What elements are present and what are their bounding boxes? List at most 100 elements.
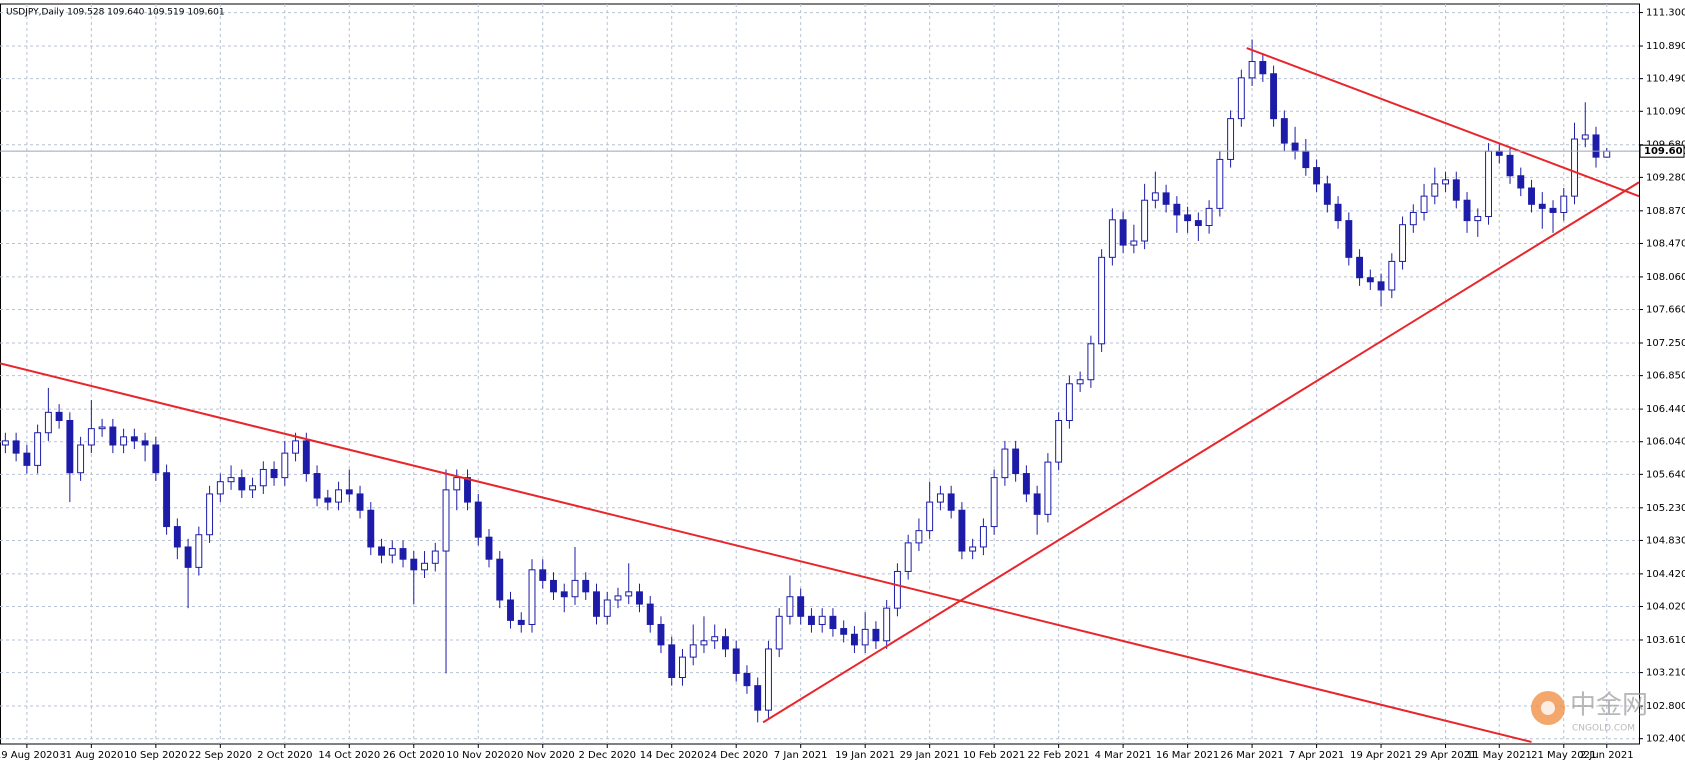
candle-body bbox=[1248, 61, 1256, 79]
candle-body bbox=[947, 493, 955, 511]
candle-body bbox=[883, 607, 891, 642]
candle-body bbox=[98, 426, 106, 430]
candle-body bbox=[206, 493, 214, 536]
candle-body bbox=[474, 501, 482, 538]
candle-body bbox=[453, 477, 461, 491]
y-tick-label: 105.230 bbox=[1646, 503, 1685, 514]
x-tick-label: 10 Sep 2020 bbox=[124, 750, 187, 761]
candle-body bbox=[87, 428, 95, 446]
candle-body bbox=[1323, 183, 1331, 205]
candle-body bbox=[1012, 448, 1020, 475]
candle-body bbox=[388, 548, 396, 556]
candle-body bbox=[173, 526, 181, 548]
candle-body bbox=[904, 542, 912, 572]
candle-body bbox=[754, 685, 762, 711]
candle-body bbox=[421, 562, 428, 571]
candle-body bbox=[1270, 73, 1278, 120]
candle-body bbox=[1592, 134, 1600, 158]
candle-body bbox=[990, 477, 998, 528]
candle-body bbox=[1055, 420, 1063, 463]
candle-body bbox=[1334, 203, 1342, 222]
candle-body bbox=[861, 628, 869, 646]
x-tick-label: 14 Oct 2020 bbox=[318, 750, 380, 761]
candle-body bbox=[668, 644, 676, 679]
x-tick-label: 7 Apr 2021 bbox=[1289, 750, 1344, 761]
candle-body bbox=[356, 493, 364, 511]
candle-body bbox=[302, 440, 310, 475]
candle-body bbox=[66, 420, 74, 474]
candle-body bbox=[560, 591, 568, 598]
candle-body bbox=[1291, 142, 1299, 152]
y-tick-label: 108.870 bbox=[1646, 206, 1685, 217]
y-tick-label: 106.040 bbox=[1646, 437, 1685, 448]
candle-body bbox=[77, 444, 85, 474]
candle-body bbox=[410, 558, 418, 571]
x-tick-label: 21 May 2021 bbox=[1531, 750, 1596, 761]
candle-body bbox=[764, 648, 772, 711]
candle-body bbox=[1076, 379, 1084, 385]
y-tick-label: 105.640 bbox=[1646, 469, 1685, 480]
x-tick-label: 26 Mar 2021 bbox=[1220, 750, 1283, 761]
candle-body bbox=[1194, 220, 1202, 227]
candle-body bbox=[829, 615, 837, 630]
candle-body bbox=[1409, 211, 1417, 226]
candle-body bbox=[603, 599, 611, 617]
candle-body bbox=[1581, 134, 1589, 140]
x-tick-label: 29 Apr 2021 bbox=[1415, 750, 1477, 761]
candle-body bbox=[872, 628, 880, 642]
candle-body bbox=[1151, 192, 1159, 201]
marks-layer bbox=[0, 39, 1639, 743]
y-tick-label: 106.850 bbox=[1646, 371, 1685, 382]
x-tick-label: 26 Oct 2020 bbox=[383, 750, 445, 761]
candle-body bbox=[1517, 175, 1525, 189]
candle-body bbox=[1388, 260, 1396, 291]
chart-title: USDJPY,Daily 109.528 109.640 109.519 109… bbox=[6, 8, 225, 18]
candle-body bbox=[130, 436, 138, 442]
candle-body bbox=[227, 477, 235, 483]
candle-body bbox=[109, 426, 117, 446]
current-price-label: 109.601 bbox=[1644, 146, 1685, 157]
candle-body bbox=[464, 477, 471, 503]
candle-body bbox=[915, 530, 923, 544]
candle-body bbox=[979, 526, 987, 548]
x-tick-label: 24 Dec 2020 bbox=[704, 750, 768, 761]
candle-body bbox=[1302, 150, 1310, 169]
candle-body bbox=[936, 493, 944, 503]
candle-body bbox=[646, 603, 654, 625]
candle-body bbox=[1442, 179, 1449, 185]
candle-body bbox=[313, 473, 321, 499]
candle-body bbox=[1001, 448, 1009, 479]
candle-body bbox=[1, 440, 9, 446]
candle-body bbox=[582, 579, 590, 593]
candle-body bbox=[1571, 138, 1578, 197]
y-tick-label: 104.020 bbox=[1646, 602, 1685, 613]
candle-body bbox=[1173, 203, 1181, 216]
y-tick-label: 110.890 bbox=[1646, 41, 1685, 52]
current-price-box bbox=[1639, 144, 1685, 158]
candle-body bbox=[216, 481, 224, 495]
candle-body bbox=[1538, 203, 1546, 209]
candle-body bbox=[539, 569, 547, 581]
candle-body bbox=[1022, 473, 1030, 495]
candle-body bbox=[550, 579, 557, 593]
x-tick-label: 31 Aug 2020 bbox=[59, 750, 123, 761]
candle-body bbox=[1549, 207, 1557, 213]
x-tick-label: 19 Aug 2020 bbox=[0, 750, 59, 761]
candle-body bbox=[23, 452, 31, 466]
watermark-subtext: CNGOLD.COM bbox=[1572, 724, 1635, 734]
candle-body bbox=[378, 546, 385, 556]
candle-body bbox=[163, 472, 171, 528]
x-tick-label: 2 Dec 2020 bbox=[578, 750, 636, 761]
candle-body bbox=[657, 623, 665, 646]
candle-body bbox=[1399, 224, 1407, 262]
x-tick-label: 2 Oct 2020 bbox=[257, 750, 312, 761]
y-tick-label: 107.660 bbox=[1646, 305, 1685, 316]
candle-body bbox=[679, 656, 686, 679]
candle-body bbox=[969, 546, 977, 552]
candle-body bbox=[593, 591, 600, 617]
candle-body bbox=[893, 570, 901, 609]
candle-body bbox=[292, 440, 300, 454]
watermark-text: 中金网 bbox=[1570, 691, 1648, 721]
candle-body bbox=[496, 558, 504, 601]
